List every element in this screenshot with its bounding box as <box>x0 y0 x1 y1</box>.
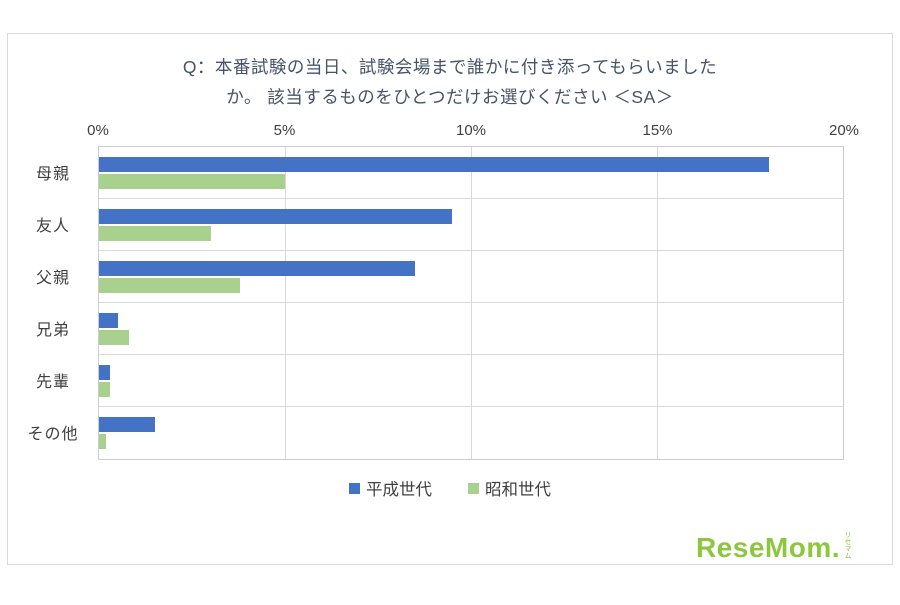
legend-swatch <box>468 482 479 494</box>
chart-title-line2: か。 該当するものをひとつだけお選びください ＜SA＞ <box>226 87 674 107</box>
category-label: 母親 <box>35 166 70 183</box>
chart-title-line1: Q：本番試験の当日、試験会場まで誰かに付き添ってもらいました <box>182 57 718 77</box>
category-label: 兄弟 <box>35 322 70 339</box>
category-label: 先輩 <box>35 374 70 391</box>
bar-昭和世代-その他 <box>99 434 107 449</box>
resemom-logo-vertical-text: リセマム <box>844 531 851 559</box>
bar-row <box>99 303 843 355</box>
legend: 平成世代 昭和世代 <box>8 476 892 500</box>
bar-昭和世代-先輩 <box>99 381 111 397</box>
chart: 母親友人父親兄弟先輩その他 0% 5% 10% 15% 20% <box>8 116 892 460</box>
legend-item: 昭和世代 <box>468 476 551 500</box>
x-axis-tick-label: 10% <box>455 122 487 139</box>
x-axis-tick-label: 15% <box>642 122 673 139</box>
category-label: 友人 <box>35 218 70 235</box>
gridline <box>285 147 286 459</box>
chart-title: Q：本番試験の当日、試験会場まで誰かに付き添ってもらいました か。 該当するもの… <box>8 52 892 112</box>
bar-昭和世代-兄弟 <box>99 329 129 345</box>
bar-row <box>99 251 843 303</box>
bar-row <box>99 199 843 251</box>
plot-wrap: 0% 5% 10% 15% 20% <box>87 116 859 460</box>
bar-平成世代-兄弟 <box>99 312 118 328</box>
plot-area <box>98 146 844 460</box>
bar-平成世代-母親 <box>99 156 769 172</box>
x-axis-tick-label: 20% <box>828 122 860 139</box>
bar-row <box>99 355 843 407</box>
bar-平成世代-その他 <box>99 417 155 432</box>
x-axis-ticks: 0% 5% 10% 15% 20% <box>87 116 859 146</box>
resemom-logo-text: ReseMom. <box>695 532 840 563</box>
bar-昭和世代-友人 <box>99 225 211 241</box>
gridline <box>657 147 658 459</box>
bar-平成世代-先輩 <box>99 364 111 380</box>
bar-平成世代-友人 <box>99 208 453 224</box>
legend-label: 平成世代 <box>366 481 432 499</box>
category-labels: 母親友人父親兄弟先輩その他 <box>8 116 98 460</box>
bar-row <box>99 407 843 459</box>
gridline <box>471 147 472 459</box>
legend-label: 昭和世代 <box>485 481 551 499</box>
category-label: 父親 <box>35 270 70 287</box>
chart-frame: Q：本番試験の当日、試験会場まで誰かに付き添ってもらいました か。 該当するもの… <box>7 33 893 565</box>
bar-昭和世代-父親 <box>99 277 241 293</box>
bar-row <box>99 147 843 199</box>
resemom-logo: ReseMom. リセマム <box>696 531 882 562</box>
category-label: その他 <box>27 426 79 443</box>
legend-item: 平成世代 <box>349 476 432 500</box>
x-axis-tick-label: 5% <box>273 122 296 139</box>
x-axis-tick-label: 0% <box>87 122 109 139</box>
bar-昭和世代-母親 <box>99 173 285 189</box>
legend-swatch <box>349 482 360 494</box>
bar-平成世代-父親 <box>99 260 416 276</box>
